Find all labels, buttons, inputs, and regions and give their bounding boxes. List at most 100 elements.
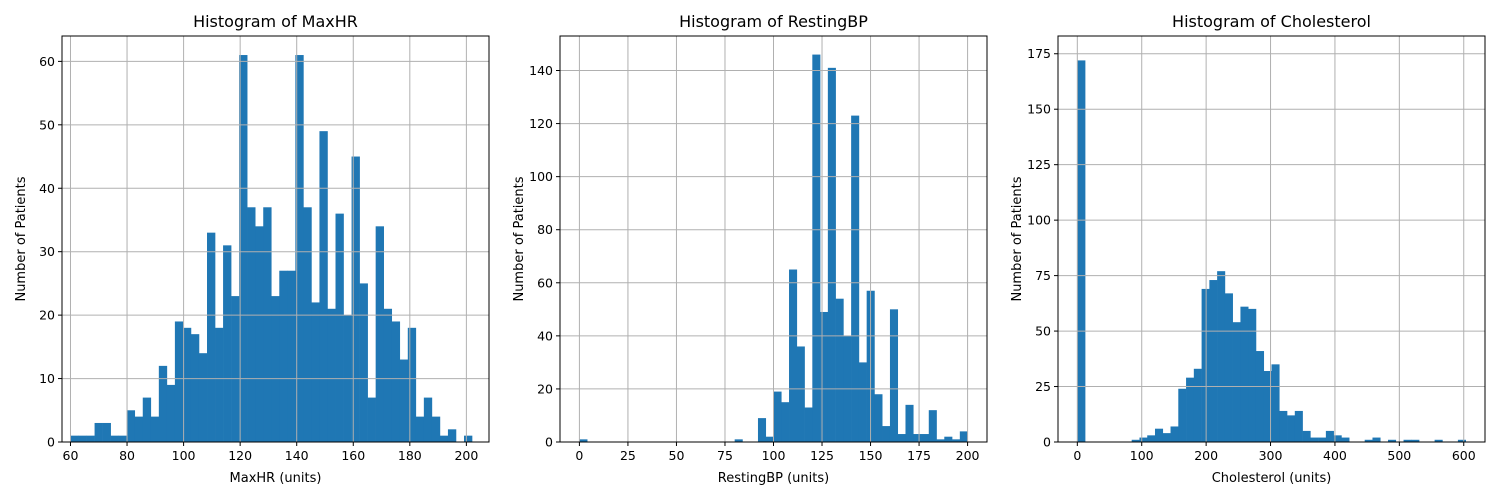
histogram-bar (1279, 410, 1288, 442)
histogram-bar (1186, 377, 1195, 442)
histogram-bar (897, 434, 906, 442)
histogram-bar (1077, 60, 1086, 443)
histogram-bar (303, 207, 312, 442)
histogram-bar (1403, 439, 1412, 442)
histogram-bar (1294, 410, 1303, 442)
histogram-bar (247, 207, 256, 442)
x-tick-label: 120 (228, 448, 252, 463)
histogram-bar (78, 435, 87, 442)
x-tick-label: 100 (762, 448, 786, 463)
histogram-bar (882, 426, 891, 442)
histogram-bar (1224, 293, 1233, 442)
histogram-bar (1178, 388, 1187, 442)
y-tick-label: 125 (1027, 157, 1051, 172)
histogram-bar (835, 298, 844, 442)
histogram-bar (734, 439, 743, 442)
chart-title: Histogram of RestingBP (679, 12, 868, 31)
histogram-bar (1255, 351, 1265, 442)
y-tick-label: 100 (1027, 213, 1051, 228)
histogram-bar (889, 309, 899, 442)
histogram-bar (858, 362, 867, 442)
y-tick-label: 0 (545, 435, 553, 450)
histogram-bar (827, 67, 836, 442)
histogram-bar (1271, 364, 1280, 442)
histogram-bar (781, 402, 790, 442)
y-tick-label: 0 (1043, 435, 1051, 450)
histogram-bar (399, 359, 409, 442)
histogram-bar (375, 226, 384, 442)
histogram-bar (1263, 371, 1272, 442)
y-tick-label: 150 (1027, 102, 1051, 117)
x-tick-label: 125 (810, 448, 834, 463)
y-axis-label: Number of Patients (14, 176, 29, 301)
y-tick-label: 120 (529, 116, 553, 131)
histogram-bar (198, 353, 208, 442)
histogram-bar (1302, 430, 1311, 442)
histogram-bar (367, 397, 376, 442)
x-tick-label: 50 (669, 448, 685, 463)
histogram-bar (1372, 437, 1381, 442)
y-tick-label: 25 (1035, 379, 1051, 394)
histogram-bar (158, 365, 168, 442)
y-tick-label: 20 (537, 381, 553, 396)
histogram-bar (804, 407, 813, 442)
histogram-bar (1209, 280, 1218, 442)
histogram-bar (86, 435, 95, 442)
histogram-bar (905, 404, 914, 442)
histogram-bar (271, 296, 280, 442)
histogram-bar (1170, 426, 1179, 442)
y-tick-label: 60 (39, 54, 55, 69)
histogram-bar (295, 55, 304, 442)
histogram-bar (959, 431, 968, 442)
histogram-bar (765, 436, 774, 442)
y-tick-label: 0 (47, 435, 55, 450)
y-tick-label: 175 (1027, 46, 1051, 61)
histogram-bar (952, 439, 961, 442)
y-tick-label: 75 (1035, 268, 1051, 283)
chart-panel-maxhr: 60 80 100 120 140 160 180 200 0 10 20 30 40 50 60 Histo… (14, 12, 490, 486)
histogram-bar (1287, 415, 1296, 442)
x-tick-label: 600 (1452, 448, 1476, 463)
y-tick-label: 140 (529, 63, 553, 78)
histogram-bar (383, 308, 393, 442)
histogram-bar (126, 410, 136, 442)
x-axis-label: RestingBP (units) (718, 471, 829, 486)
y-axis-label: Number of Patients (1010, 176, 1025, 301)
histogram-bar (851, 115, 860, 442)
histogram-bar (796, 346, 805, 442)
y-tick-label: 80 (537, 222, 553, 237)
histogram-bar (223, 245, 232, 442)
histogram-bar (118, 435, 128, 442)
chart-title: Histogram of MaxHR (193, 12, 358, 31)
chart-title: Histogram of Cholesterol (1172, 12, 1371, 31)
x-tick-label: 80 (119, 448, 135, 463)
histogram-bar (1162, 433, 1171, 442)
histogram-bar (1411, 439, 1420, 442)
histogram-bar (351, 156, 360, 442)
histogram-bar (335, 213, 344, 442)
histogram-bar (1147, 435, 1156, 442)
y-tick-label: 60 (537, 275, 553, 290)
histogram-bar (327, 308, 336, 442)
histogram-bar (239, 55, 248, 442)
chart-panel-cholesterol: 0 100 200 300 400 500 600 0 25 50 75 100 125 150 175 Hi… (1010, 12, 1486, 486)
x-tick-label: 400 (1323, 448, 1347, 463)
histogram-bar (134, 416, 144, 442)
y-tick-label: 40 (537, 328, 553, 343)
histogram-bar (359, 283, 368, 442)
histogram-bar (102, 422, 111, 442)
histogram-bar (142, 397, 152, 442)
histogram-bar (439, 435, 449, 442)
histogram-bar (812, 54, 821, 442)
x-tick-label: 150 (859, 448, 883, 463)
histogram-bar (1325, 430, 1334, 442)
x-tick-label: 160 (341, 448, 365, 463)
histogram-bar (319, 131, 328, 442)
plot-frame (61, 35, 490, 443)
x-tick-label: 75 (717, 448, 733, 463)
histogram-bar (944, 436, 953, 442)
histogram-bar (311, 302, 320, 442)
y-tick-label: 10 (39, 371, 55, 386)
histogram-bar (1364, 439, 1373, 442)
